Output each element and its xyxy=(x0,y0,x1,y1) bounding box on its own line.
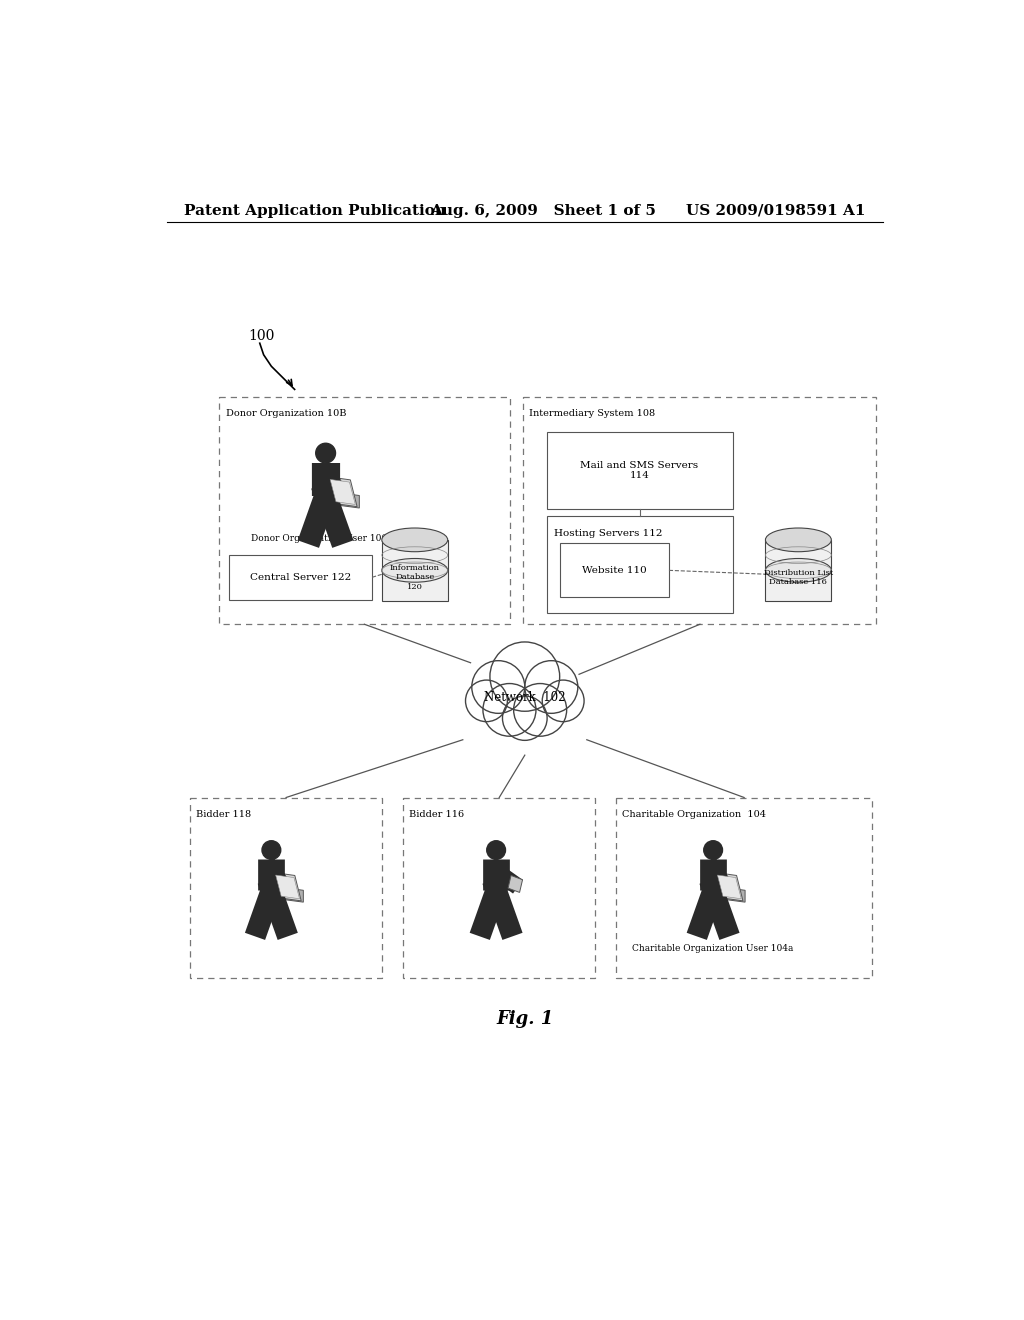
Bar xyxy=(219,397,510,624)
Bar xyxy=(523,397,876,624)
Text: Network  102: Network 102 xyxy=(484,690,565,704)
Bar xyxy=(228,554,372,599)
Circle shape xyxy=(489,642,560,711)
Bar xyxy=(547,432,732,508)
Circle shape xyxy=(262,841,281,859)
Text: Charitable Organization User 104a: Charitable Organization User 104a xyxy=(633,944,794,953)
Circle shape xyxy=(543,680,584,722)
Circle shape xyxy=(486,841,506,859)
Text: US 2009/0198591 A1: US 2009/0198591 A1 xyxy=(686,203,865,218)
Bar xyxy=(765,540,831,601)
Text: Distribution List
Database 116: Distribution List Database 116 xyxy=(764,569,833,586)
Polygon shape xyxy=(328,477,357,507)
Text: Bidder 118: Bidder 118 xyxy=(197,810,251,818)
Ellipse shape xyxy=(765,558,831,582)
Circle shape xyxy=(483,684,536,737)
Polygon shape xyxy=(718,875,741,899)
Polygon shape xyxy=(333,492,359,508)
Text: Central Server 122: Central Server 122 xyxy=(250,573,351,582)
Circle shape xyxy=(315,444,336,463)
Circle shape xyxy=(466,680,507,722)
Bar xyxy=(382,540,447,601)
Polygon shape xyxy=(273,873,301,900)
Bar xyxy=(547,516,732,612)
Text: Donor Organization User 106a: Donor Organization User 106a xyxy=(251,535,392,544)
Bar xyxy=(616,797,872,978)
Circle shape xyxy=(514,684,566,737)
Text: 100: 100 xyxy=(248,329,274,342)
Polygon shape xyxy=(278,887,303,902)
Circle shape xyxy=(525,661,578,713)
Ellipse shape xyxy=(382,528,447,552)
Circle shape xyxy=(703,841,723,859)
Polygon shape xyxy=(715,873,743,900)
Text: Bidder 116: Bidder 116 xyxy=(410,810,465,818)
Text: Hosting Servers 112: Hosting Servers 112 xyxy=(554,529,663,537)
Bar xyxy=(190,797,382,978)
Circle shape xyxy=(472,661,525,713)
Text: Mail and SMS Servers
114: Mail and SMS Servers 114 xyxy=(581,461,698,480)
Text: Donor Organization 10B: Donor Organization 10B xyxy=(225,409,346,418)
Text: Charitable Organization  104: Charitable Organization 104 xyxy=(623,810,766,818)
Polygon shape xyxy=(720,887,745,902)
Text: Fig. 1: Fig. 1 xyxy=(497,1010,553,1028)
Ellipse shape xyxy=(765,528,831,552)
Text: Information
Database
120: Information Database 120 xyxy=(390,564,439,590)
Polygon shape xyxy=(275,875,299,899)
Text: Aug. 6, 2009   Sheet 1 of 5: Aug. 6, 2009 Sheet 1 of 5 xyxy=(430,203,656,218)
Circle shape xyxy=(503,696,547,741)
Bar xyxy=(403,797,595,978)
Polygon shape xyxy=(508,875,522,892)
Ellipse shape xyxy=(382,558,447,582)
Text: Website 110: Website 110 xyxy=(583,566,647,574)
Polygon shape xyxy=(330,479,355,504)
Text: Intermediary System 108: Intermediary System 108 xyxy=(529,409,655,418)
Text: Patent Application Publication: Patent Application Publication xyxy=(183,203,445,218)
Bar xyxy=(560,544,669,597)
